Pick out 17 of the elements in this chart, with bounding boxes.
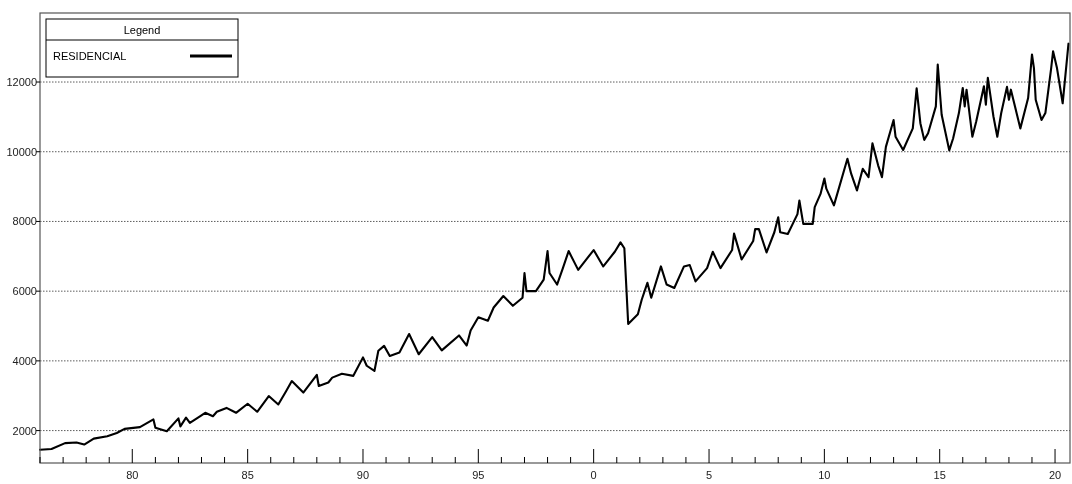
line-series — [38, 42, 1070, 451]
y-tick-label: 6000 — [12, 285, 37, 298]
x-tick-label: 20 — [1048, 469, 1062, 481]
x-tick-label: 85 — [241, 469, 254, 481]
legend-title: Legend — [123, 24, 161, 36]
x-tick-label: 0 — [590, 469, 597, 481]
x-tick-label: 10 — [818, 469, 831, 481]
x-tick-label: 90 — [356, 469, 370, 481]
y-tick-label: 10000 — [6, 145, 37, 158]
x-tick-label: 15 — [933, 469, 946, 481]
x-tick-label: 95 — [472, 469, 485, 481]
y-tick-label: 8000 — [12, 215, 37, 228]
x-tick-label: 5 — [705, 469, 713, 481]
y-tick-label: 2000 — [12, 424, 37, 437]
x-tick-label: 80 — [126, 469, 139, 481]
y-tick-label: 4000 — [12, 354, 37, 367]
y-tick-label: 12000 — [6, 76, 37, 89]
